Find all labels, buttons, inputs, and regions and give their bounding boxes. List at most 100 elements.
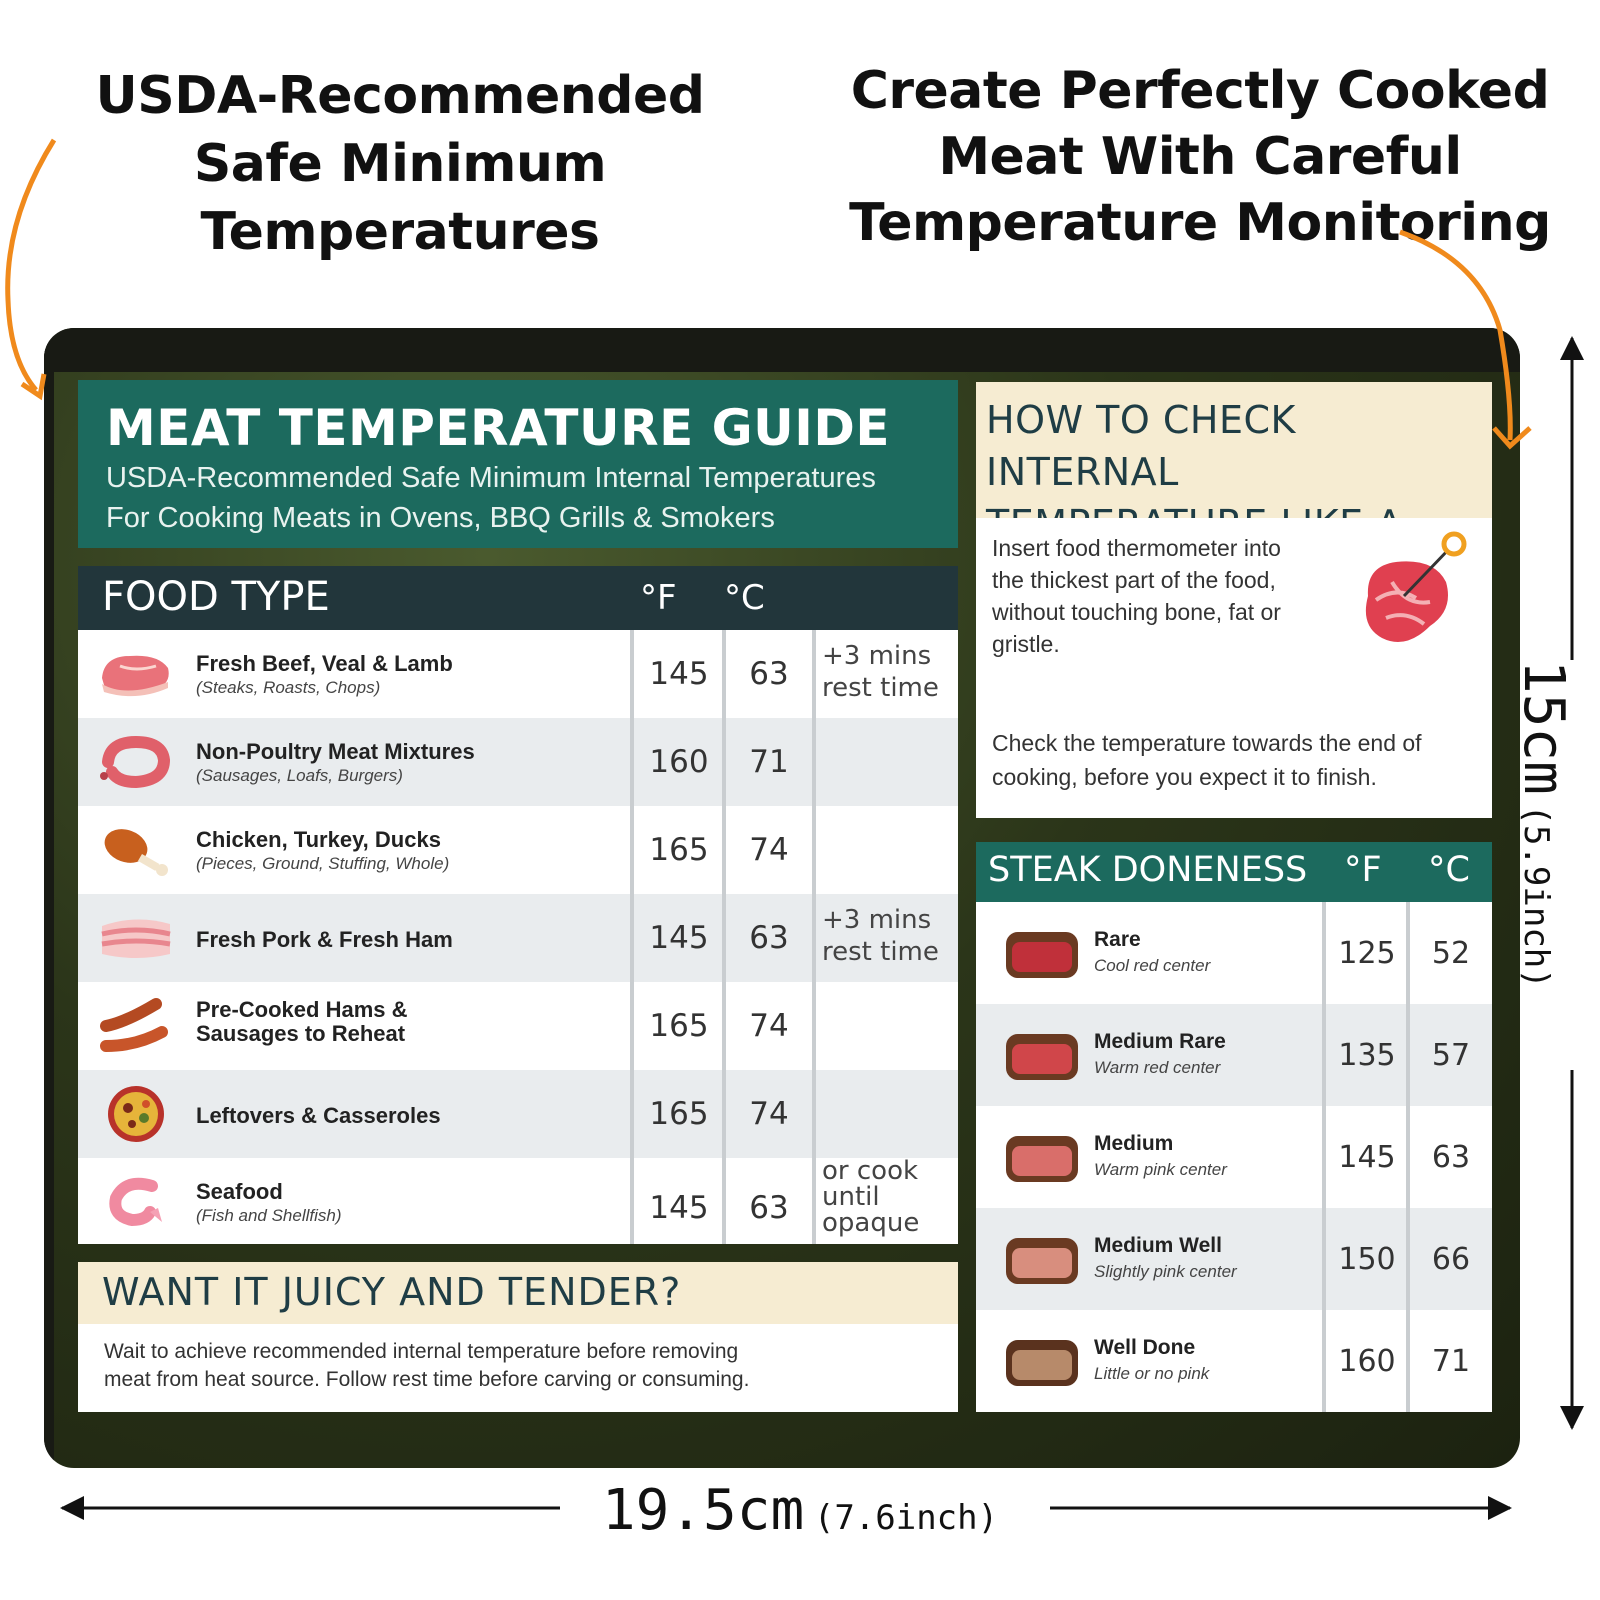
steak-sub: Warm red center bbox=[1094, 1058, 1221, 1077]
steak-doneness-header: STEAK DONENESS bbox=[988, 850, 1308, 890]
juicy-header: WANT IT JUICY AND TENDER? bbox=[78, 1262, 958, 1324]
width-cm: 19.5cm bbox=[601, 1478, 805, 1543]
sausages-icon bbox=[100, 998, 168, 1052]
steak-rare-icon bbox=[1006, 932, 1078, 978]
steak-name: Well Done bbox=[1094, 1336, 1196, 1359]
thermometer-probe-icon bbox=[1365, 531, 1467, 642]
beef-steak-icon bbox=[102, 655, 169, 697]
steak-temp-f: 150 bbox=[1338, 1242, 1396, 1277]
food-note: +3 mins rest time bbox=[822, 641, 939, 703]
steak-fahrenheit-header: °F bbox=[1344, 850, 1382, 890]
food-temp-c: 63 bbox=[749, 920, 789, 956]
food-temp-c: 63 bbox=[749, 656, 789, 692]
column-divider bbox=[630, 630, 634, 1244]
steak-name: Medium Rare bbox=[1094, 1030, 1226, 1053]
table-row: Rare Cool red center 125 52 bbox=[976, 902, 1492, 1004]
juicy-title: WANT IT JUICY AND TENDER? bbox=[102, 1270, 682, 1314]
food-temp-c: 63 bbox=[749, 1190, 789, 1226]
column-divider bbox=[722, 630, 726, 1244]
steak-sub: Cool red center bbox=[1094, 956, 1211, 975]
food-name: Pre-Cooked Hams & bbox=[196, 997, 408, 1022]
steak-celsius-header: °C bbox=[1428, 850, 1470, 890]
food-note: or cook until opaque bbox=[822, 1156, 920, 1238]
steak-temp-c: 71 bbox=[1431, 1344, 1471, 1379]
height-inch: (5.9inch) bbox=[1516, 804, 1556, 989]
food-name: Seafood bbox=[196, 1179, 283, 1204]
guide-title: MEAT TEMPERATURE GUIDE bbox=[106, 399, 891, 457]
food-sub: (Fish and Shellfish) bbox=[196, 1206, 342, 1225]
column-divider bbox=[1406, 902, 1410, 1412]
column-divider bbox=[1322, 902, 1326, 1412]
steak-temp-c: 52 bbox=[1431, 936, 1471, 971]
width-inch: (7.6inch) bbox=[813, 1498, 999, 1538]
check-instruction-1: Insert food thermometer into the thickes… bbox=[992, 535, 1281, 657]
shrimp-icon bbox=[109, 1177, 162, 1227]
food-temp-c: 74 bbox=[749, 1096, 789, 1132]
food-type-header: FOOD TYPE bbox=[102, 574, 330, 620]
food-temp-f: 165 bbox=[649, 1008, 709, 1044]
steak-temp-c: 63 bbox=[1431, 1140, 1471, 1175]
table-row: Non-Poultry Meat Mixtures (Sausages, Loa… bbox=[78, 718, 958, 806]
check-header: HOW TO CHECK INTERNAL TEMPERATURE LIKE A… bbox=[976, 382, 1492, 598]
sausage-ring-icon bbox=[100, 735, 171, 789]
steak-name: Medium bbox=[1094, 1132, 1174, 1155]
steak-table: Rare Cool red center 125 52 Medium Rare … bbox=[976, 902, 1492, 1412]
steak-sub: Slightly pink center bbox=[1094, 1262, 1237, 1281]
check-instruction-2: Check the temperature towards the end of… bbox=[992, 730, 1422, 790]
drumstick-icon bbox=[104, 829, 168, 876]
table-row: Fresh Beef, Veal & Lamb (Steaks, Roasts,… bbox=[78, 630, 958, 718]
food-name: Leftovers & Casseroles bbox=[196, 1103, 441, 1128]
food-name: Fresh Beef, Veal & Lamb bbox=[196, 651, 453, 676]
food-name: Non-Poultry Meat Mixtures bbox=[196, 739, 475, 764]
steak-name: Medium Well bbox=[1094, 1234, 1222, 1257]
width-dimension-label: 19.5cm (7.6inch) bbox=[560, 1478, 1040, 1543]
headline-left: USDA-Recommended Safe Minimum Temperatur… bbox=[95, 66, 705, 262]
check-body: Insert food thermometer into the thickes… bbox=[976, 518, 1492, 818]
food-name-line2: Sausages to Reheat bbox=[196, 1021, 406, 1046]
steak-medium-well-icon bbox=[1006, 1238, 1078, 1284]
headline-right: Create Perfectly Cooked Meat With Carefu… bbox=[849, 61, 1551, 253]
guide-subtitle-line1: USDA-Recommended Safe Minimum Internal T… bbox=[106, 462, 876, 494]
steak-sub: Little or no pink bbox=[1094, 1364, 1210, 1383]
food-sub: (Sausages, Loafs, Burgers) bbox=[196, 766, 403, 785]
table-row: Well Done Little or no pink 160 71 bbox=[976, 1310, 1492, 1412]
steak-name: Rare bbox=[1094, 928, 1141, 951]
pork-belly-icon bbox=[101, 919, 171, 958]
juicy-text-line1: Wait to achieve recommended internal tem… bbox=[104, 1340, 739, 1363]
food-table-header: FOOD TYPE °F °C bbox=[78, 566, 958, 630]
arrowhead-down-icon bbox=[1560, 1406, 1584, 1430]
steak-temp-c: 57 bbox=[1431, 1038, 1471, 1073]
food-sub: (Pieces, Ground, Stuffing, Whole) bbox=[196, 854, 450, 873]
celsius-header: °C bbox=[724, 578, 765, 618]
food-table: Fresh Beef, Veal & Lamb (Steaks, Roasts,… bbox=[78, 630, 958, 1244]
table-row: Chicken, Turkey, Ducks (Pieces, Ground, … bbox=[78, 806, 958, 894]
table-row: Pre-Cooked Hams & Sausages to Reheat 165… bbox=[78, 982, 958, 1070]
table-row: Medium Rare Warm red center 135 57 bbox=[976, 1004, 1492, 1106]
arrowhead-up-icon bbox=[1560, 336, 1584, 360]
steak-well-done-icon bbox=[1006, 1340, 1078, 1386]
steak-medium-rare-icon bbox=[1006, 1034, 1078, 1080]
food-temp-f: 165 bbox=[649, 832, 709, 868]
juicy-text-line2: meat from heat source. Follow rest time … bbox=[104, 1368, 750, 1391]
guide-title-box: MEAT TEMPERATURE GUIDE USDA-Recommended … bbox=[78, 380, 958, 548]
column-divider bbox=[812, 630, 816, 1244]
food-name: Fresh Pork & Fresh Ham bbox=[196, 927, 453, 952]
juicy-body: Wait to achieve recommended internal tem… bbox=[78, 1324, 958, 1412]
fahrenheit-header: °F bbox=[640, 578, 677, 618]
table-row: Leftovers & Casseroles 165 74 bbox=[78, 1070, 958, 1158]
food-note: +3 mins rest time bbox=[822, 905, 939, 967]
height-cm: 15cm bbox=[1511, 660, 1576, 795]
arrowhead-right-icon bbox=[1488, 1496, 1512, 1520]
steak-temp-f: 125 bbox=[1338, 936, 1396, 971]
food-temp-f: 160 bbox=[649, 744, 709, 780]
casserole-icon bbox=[108, 1086, 164, 1142]
steak-table-header: STEAK DONENESS °F °C bbox=[976, 842, 1492, 902]
table-row: Seafood (Fish and Shellfish) 145 63 or c… bbox=[78, 1158, 958, 1244]
steak-temp-c: 66 bbox=[1431, 1242, 1471, 1277]
food-temp-f: 145 bbox=[649, 656, 709, 692]
steak-temp-f: 145 bbox=[1338, 1140, 1396, 1175]
table-row: Fresh Pork & Fresh Ham 145 63 +3 mins re… bbox=[78, 894, 958, 982]
food-temp-f: 165 bbox=[649, 1096, 709, 1132]
table-row: Medium Well Slightly pink center 150 66 bbox=[976, 1208, 1492, 1310]
height-dimension-label: 15cm (5.9inch) bbox=[1511, 660, 1576, 1060]
